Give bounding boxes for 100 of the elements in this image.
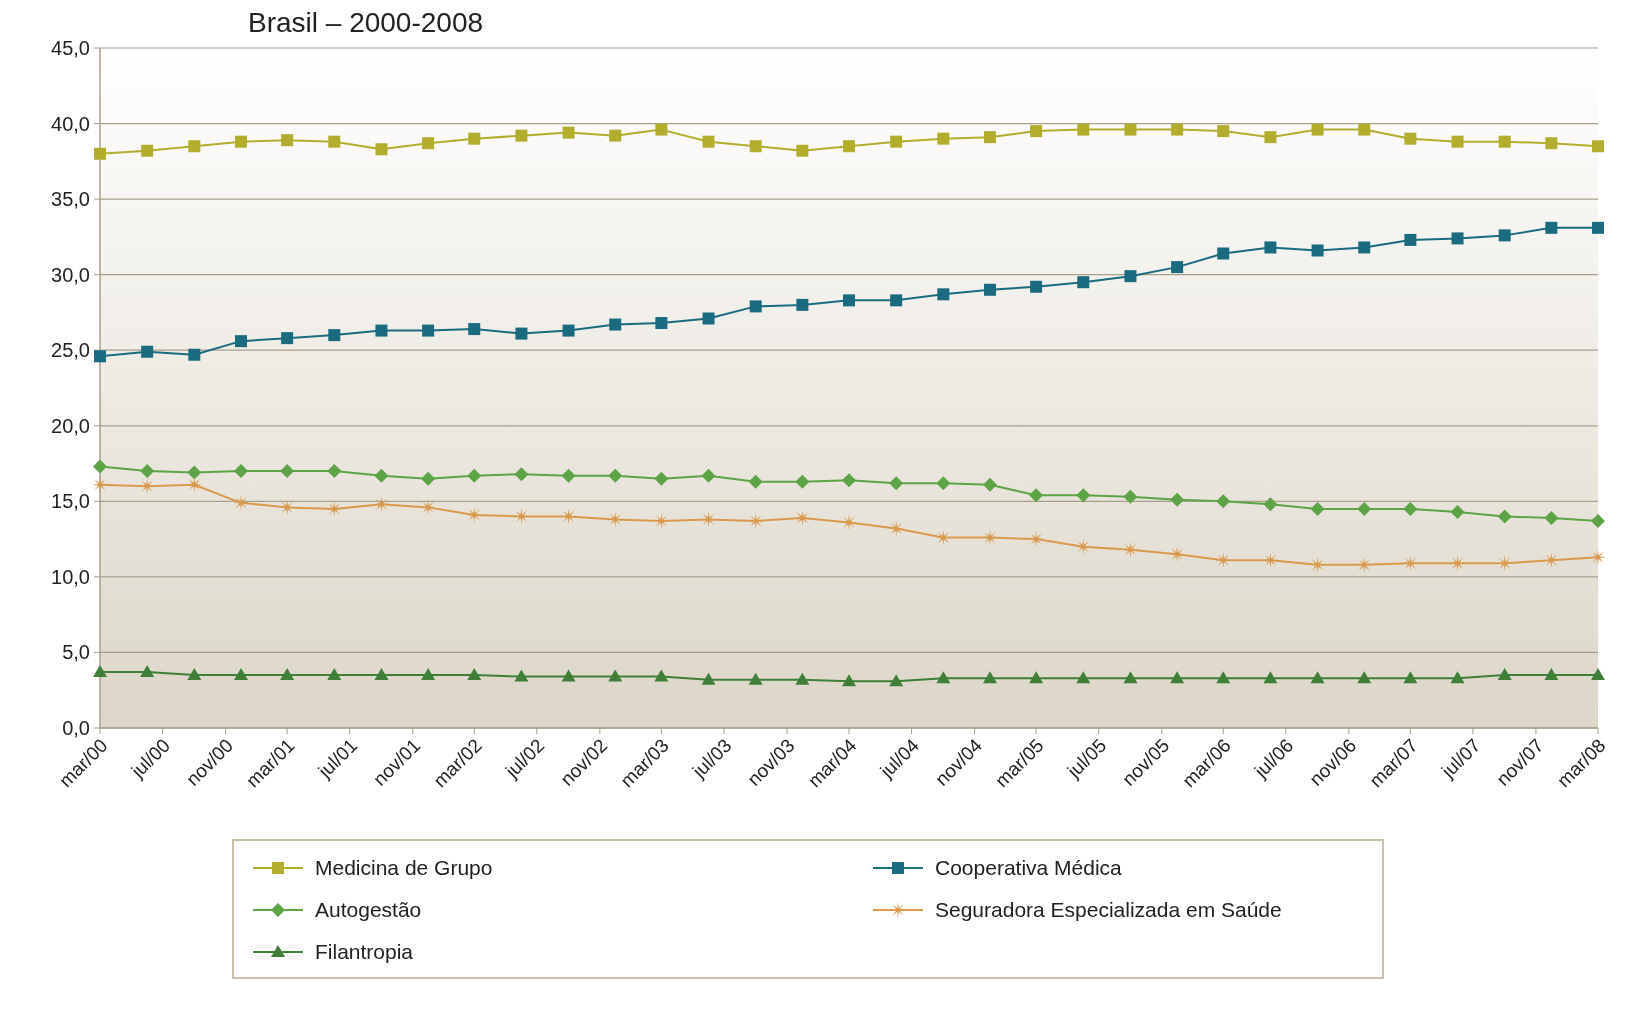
point bbox=[1263, 671, 1278, 684]
point bbox=[141, 345, 154, 358]
point bbox=[94, 147, 106, 160]
point bbox=[1124, 270, 1137, 283]
point bbox=[187, 668, 202, 681]
point bbox=[1264, 131, 1277, 144]
point bbox=[140, 665, 155, 678]
point bbox=[1123, 671, 1138, 684]
point bbox=[234, 135, 247, 148]
point bbox=[1358, 123, 1371, 136]
point bbox=[1544, 668, 1559, 681]
point bbox=[281, 332, 294, 345]
point bbox=[796, 298, 809, 311]
point bbox=[748, 672, 763, 685]
point bbox=[1544, 510, 1559, 525]
point bbox=[890, 135, 903, 148]
point bbox=[1450, 671, 1465, 684]
point bbox=[94, 350, 106, 363]
y-tick-label: 20,0 bbox=[51, 414, 90, 437]
point bbox=[421, 471, 436, 486]
point bbox=[1030, 280, 1043, 293]
point bbox=[749, 300, 762, 313]
point bbox=[1216, 494, 1231, 509]
point bbox=[1591, 513, 1605, 528]
point bbox=[1077, 276, 1090, 289]
point bbox=[702, 312, 715, 325]
point bbox=[1358, 241, 1371, 254]
point bbox=[1311, 244, 1324, 257]
point bbox=[375, 324, 388, 337]
point bbox=[654, 471, 669, 486]
point bbox=[1451, 135, 1464, 148]
point bbox=[1124, 123, 1137, 136]
point bbox=[1497, 668, 1512, 681]
point bbox=[608, 468, 623, 483]
point bbox=[515, 327, 528, 340]
point bbox=[514, 467, 529, 482]
point bbox=[1403, 671, 1418, 684]
point bbox=[467, 668, 482, 681]
y-tick-label: 5,0 bbox=[62, 641, 90, 664]
point bbox=[655, 123, 668, 136]
point bbox=[1545, 221, 1558, 234]
point bbox=[328, 329, 341, 342]
point bbox=[141, 144, 154, 157]
point bbox=[327, 668, 342, 681]
point bbox=[1404, 132, 1417, 145]
point bbox=[375, 143, 388, 156]
point bbox=[1450, 504, 1465, 519]
point bbox=[233, 668, 248, 681]
point bbox=[1217, 125, 1230, 138]
point bbox=[1497, 509, 1512, 524]
point bbox=[1357, 671, 1372, 684]
point bbox=[467, 468, 482, 483]
point bbox=[701, 672, 716, 685]
point bbox=[890, 294, 903, 307]
point bbox=[842, 674, 856, 687]
legend-label: Autogestão bbox=[315, 898, 422, 922]
point bbox=[983, 131, 996, 144]
y-tick-label: 30,0 bbox=[51, 263, 90, 286]
point bbox=[843, 140, 855, 153]
point bbox=[936, 671, 951, 684]
point bbox=[1545, 137, 1558, 150]
point bbox=[187, 465, 202, 480]
point bbox=[1029, 671, 1044, 684]
point bbox=[328, 135, 341, 148]
point bbox=[280, 668, 295, 681]
point bbox=[843, 294, 855, 307]
point bbox=[1076, 488, 1091, 503]
point bbox=[421, 668, 436, 681]
point bbox=[1310, 501, 1325, 516]
point bbox=[1217, 247, 1230, 260]
point bbox=[1076, 671, 1091, 684]
point bbox=[888, 520, 905, 537]
y-tick-label: 15,0 bbox=[51, 490, 90, 513]
point bbox=[93, 459, 107, 474]
point bbox=[514, 669, 529, 682]
point bbox=[701, 468, 716, 483]
point bbox=[1498, 229, 1511, 242]
point bbox=[748, 474, 763, 489]
point bbox=[1171, 261, 1184, 274]
point bbox=[842, 473, 856, 488]
point bbox=[1498, 135, 1511, 148]
point bbox=[937, 132, 950, 145]
point bbox=[562, 324, 575, 337]
y-tick-label: 0,0 bbox=[62, 717, 90, 739]
point bbox=[937, 288, 950, 301]
point bbox=[561, 669, 576, 682]
point bbox=[982, 671, 997, 684]
point bbox=[609, 129, 622, 142]
legend-label: Cooperativa Médica bbox=[935, 856, 1123, 880]
legend-label: Filantropia bbox=[315, 940, 414, 964]
point bbox=[889, 476, 904, 491]
point bbox=[1170, 671, 1185, 684]
point bbox=[1311, 123, 1324, 136]
point bbox=[468, 323, 481, 336]
point bbox=[1123, 489, 1138, 504]
point bbox=[795, 672, 810, 685]
point bbox=[654, 669, 669, 682]
chart-title: Brasil – 2000-2008 bbox=[248, 7, 484, 38]
point bbox=[1591, 668, 1605, 681]
point bbox=[422, 137, 435, 150]
